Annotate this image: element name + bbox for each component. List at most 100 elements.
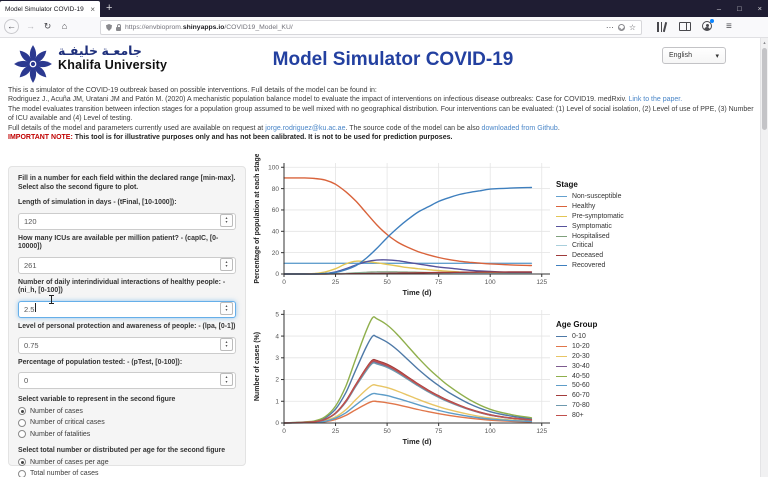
spinner-tFinal[interactable]: ▴ ▾	[220, 213, 233, 227]
github-link[interactable]: downloaded from Github	[481, 124, 558, 132]
paper-link[interactable]: Link to the paper.	[628, 96, 683, 104]
intro-text: This is a simulator of the COVID-19 outb…	[8, 86, 756, 142]
legend-label: Healthy	[572, 203, 596, 211]
legend-item: 40-50	[556, 371, 597, 381]
age-legend: Age Group 0-10 10-20 20-30 30-40 40-50 50-60 60…	[556, 320, 597, 420]
radio-option-second-figure-mode-1[interactable]: Total number of cases	[18, 469, 236, 477]
legend-swatch	[556, 355, 567, 357]
tracking-shield-icon[interactable]	[106, 24, 112, 31]
minimize-button[interactable]: –	[716, 4, 722, 13]
back-icon[interactable]: ←	[4, 19, 19, 34]
spinner-down-icon[interactable]: ▾	[225, 307, 228, 313]
spinner-up-icon[interactable]: ▴	[225, 258, 228, 264]
legend-swatch	[556, 346, 567, 348]
language-selector[interactable]: English ▾	[662, 47, 726, 64]
home-icon[interactable]: ⌂	[61, 21, 68, 31]
legend-title: Stage	[556, 180, 578, 189]
input-tFinal[interactable]	[18, 212, 236, 230]
pocket-icon[interactable]	[617, 24, 625, 31]
legend-label: Non-susceptible	[572, 193, 622, 201]
text-cursor	[49, 295, 54, 304]
spinner-capIC[interactable]: ▴ ▾	[220, 257, 233, 271]
url-bar[interactable]: https://envbioprom.shinyapps.io/COVID19_…	[100, 20, 642, 35]
svg-text:100: 100	[268, 164, 279, 171]
svg-text:100: 100	[485, 279, 496, 286]
legend-item: 70-80	[556, 401, 597, 411]
radio-option-second-figure-variable-1[interactable]: Number of critical cases	[18, 418, 236, 427]
input-ni_h[interactable]	[18, 300, 236, 318]
radio-option-second-figure-mode-0[interactable]: Number of cases per age	[18, 458, 236, 467]
svg-text:0: 0	[282, 279, 286, 286]
radio-group-label-second-figure-mode: Select total number or distributed per a…	[18, 447, 226, 455]
legend-label: 40-50	[572, 372, 590, 380]
account-icon[interactable]	[702, 21, 712, 31]
legend-item: Non-susceptible	[556, 192, 624, 202]
lock-icon[interactable]	[116, 23, 121, 31]
legend-label: 30-40	[572, 362, 590, 370]
spinner-up-icon[interactable]: ▴	[225, 303, 228, 309]
legend-label: Recovered	[572, 261, 606, 269]
spinner-down-icon[interactable]: ▾	[225, 343, 228, 349]
svg-text:0: 0	[275, 420, 279, 427]
spinner-up-icon[interactable]: ▴	[225, 338, 228, 344]
spinner-down-icon[interactable]: ▾	[225, 219, 228, 225]
tab-close-icon[interactable]: ×	[90, 4, 95, 14]
radio-button[interactable]	[18, 407, 26, 416]
svg-text:3: 3	[275, 355, 279, 362]
radio-option-second-figure-variable-2[interactable]: Number of fatalities	[18, 430, 236, 439]
spinner-down-icon[interactable]: ▾	[225, 378, 228, 384]
radio-label: Number of cases per age	[30, 458, 109, 466]
spinner-ni_h[interactable]: ▴ ▾	[220, 301, 233, 315]
input-lpa[interactable]	[18, 336, 236, 354]
legend-label: Critical	[572, 242, 594, 250]
library-icon[interactable]	[656, 20, 668, 34]
scrollbar-thumb[interactable]	[762, 48, 767, 130]
legend-item: 60-70	[556, 391, 597, 401]
legend-item: Critical	[556, 241, 624, 251]
input-caret	[35, 302, 36, 312]
svg-text:Time (d): Time (d)	[402, 288, 432, 297]
legend-item: Symptomatic	[556, 221, 624, 231]
radio-option-second-figure-variable-0[interactable]: Number of cases	[18, 407, 236, 416]
sidebar-icon[interactable]	[679, 22, 691, 31]
reload-icon[interactable]: ↻	[43, 21, 52, 31]
input-capIC[interactable]	[18, 256, 236, 274]
radio-label: Number of cases	[30, 407, 83, 415]
url-text: https://envbioprom.shinyapps.io/COVID19_…	[125, 24, 293, 31]
maximize-button[interactable]: □	[737, 4, 742, 13]
field-label-lpa: Level of personal protection and awarene…	[18, 322, 236, 330]
input-pTest[interactable]	[18, 372, 236, 390]
spinner-up-icon[interactable]: ▴	[225, 374, 228, 380]
legend-swatch	[556, 196, 567, 198]
spinner-down-icon[interactable]: ▾	[225, 263, 228, 269]
radio-button[interactable]	[18, 469, 26, 477]
close-button[interactable]: ×	[757, 4, 762, 13]
radio-button[interactable]	[18, 418, 26, 427]
bookmark-star-icon[interactable]: ☆	[628, 23, 636, 32]
logo-english-text: Khalifa University	[58, 58, 168, 72]
legend-item: 20-30	[556, 352, 597, 362]
page-scrollbar[interactable]: ▲	[760, 38, 768, 477]
forward-icon[interactable]: →	[26, 21, 35, 31]
legend-label: 20-30	[572, 352, 590, 360]
page-actions-icon[interactable]: ⋯	[605, 23, 614, 32]
spinner-pTest[interactable]: ▴ ▾	[220, 373, 233, 387]
spinner-lpa[interactable]: ▴ ▾	[220, 337, 233, 351]
menu-icon[interactable]: ≡	[726, 21, 732, 32]
radio-button[interactable]	[18, 430, 26, 439]
svg-text:20: 20	[272, 250, 280, 257]
legend-item: 80+	[556, 410, 597, 420]
email-link[interactable]: jorge.rodriguez@ku.ac.ae	[265, 124, 346, 132]
radio-button[interactable]	[18, 458, 26, 467]
svg-text:125: 125	[536, 279, 547, 286]
legend-swatch	[556, 414, 567, 416]
scroll-up-icon[interactable]: ▲	[762, 40, 767, 45]
important-note-text: This tool is for illustrative purposes o…	[74, 134, 453, 142]
legend-item: Hospitalised	[556, 231, 624, 241]
browser-tab[interactable]: Model Simulator COVID-19 ×	[0, 1, 100, 17]
khalifa-university-logo	[14, 45, 52, 83]
new-tab-button[interactable]: +	[106, 2, 113, 14]
spinner-up-icon[interactable]: ▴	[225, 214, 228, 220]
svg-text:25: 25	[332, 279, 340, 286]
legend-swatch	[556, 264, 567, 266]
